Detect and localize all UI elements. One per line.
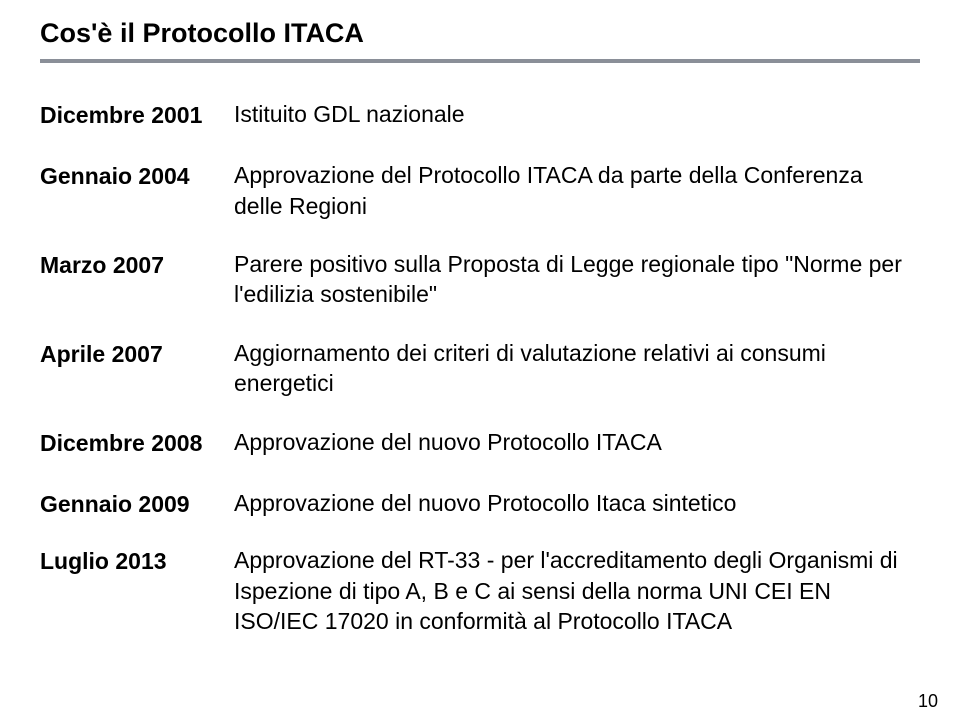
timeline-row: Gennaio 2004 Approvazione del Protocollo… — [40, 160, 920, 221]
timeline-desc: Parere positivo sulla Proposta di Legge … — [234, 249, 920, 310]
timeline-desc: Approvazione del RT-33 - per l'accredita… — [234, 545, 920, 636]
timeline-row: Gennaio 2009 Approvazione del nuovo Prot… — [40, 488, 920, 521]
timeline-desc: Approvazione del nuovo Protocollo Itaca … — [234, 488, 920, 518]
title-rule — [40, 59, 920, 63]
timeline-date: Luglio 2013 — [40, 545, 234, 578]
timeline-row: Aprile 2007 Aggiornamento dei criteri di… — [40, 338, 920, 399]
timeline-desc: Aggiornamento dei criteri di valutazione… — [234, 338, 920, 399]
timeline-date: Dicembre 2001 — [40, 99, 234, 132]
timeline-date: Gennaio 2009 — [40, 488, 234, 521]
timeline-row: Luglio 2013 Approvazione del RT-33 - per… — [40, 545, 920, 636]
timeline-row: Marzo 2007 Parere positivo sulla Propost… — [40, 249, 920, 310]
timeline-date: Aprile 2007 — [40, 338, 234, 371]
timeline-row: Dicembre 2008 Approvazione del nuovo Pro… — [40, 427, 920, 460]
timeline-desc: Istituito GDL nazionale — [234, 99, 920, 129]
timeline-date: Marzo 2007 — [40, 249, 234, 282]
timeline-desc: Approvazione del Protocollo ITACA da par… — [234, 160, 920, 221]
timeline-desc: Approvazione del nuovo Protocollo ITACA — [234, 427, 920, 457]
timeline-row: Dicembre 2001 Istituito GDL nazionale — [40, 99, 920, 132]
timeline: Dicembre 2001 Istituito GDL nazionale Ge… — [40, 99, 920, 636]
page-number: 10 — [918, 691, 938, 712]
slide-page: Cos'è il Protocollo ITACA Dicembre 2001 … — [0, 0, 960, 724]
page-title: Cos'è il Protocollo ITACA — [40, 18, 920, 49]
timeline-date: Gennaio 2004 — [40, 160, 234, 193]
timeline-date: Dicembre 2008 — [40, 427, 234, 460]
